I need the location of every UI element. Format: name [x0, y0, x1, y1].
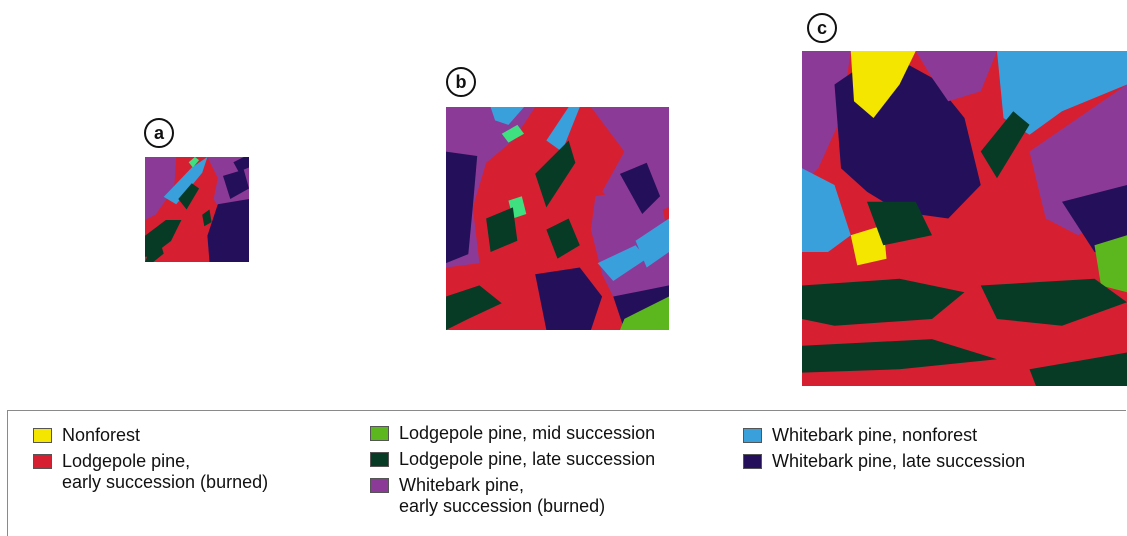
legend-swatch-whitebark-nonforest: [743, 428, 762, 443]
legend-label-lodgepole-early: Lodgepole pine, early succession (burned…: [62, 451, 269, 492]
panel-c-map: [802, 51, 1127, 386]
legend-label-lodgepole-mid: Lodgepole pine, mid succession: [399, 423, 656, 443]
panel-a-raster: [145, 157, 249, 262]
legend-item-nonforest: Nonforest: [33, 425, 140, 446]
legend-label-whitebark-early: Whitebark pine, early succession (burned…: [399, 475, 606, 516]
panel-b-map: [446, 107, 669, 330]
legend-item-whitebark-early: Whitebark pine, early succession (burned…: [370, 475, 605, 517]
legend: Nonforest Lodgepole pine, early successi…: [7, 410, 1126, 536]
panel-c-raster: [802, 51, 1127, 386]
legend-swatch-nonforest: [33, 428, 52, 443]
legend-item-whitebark-nonforest: Whitebark pine, nonforest: [743, 425, 977, 446]
panel-a-label: a: [144, 118, 174, 148]
panel-a-map: [145, 157, 249, 262]
legend-swatch-whitebark-late: [743, 454, 762, 469]
legend-label-whitebark-nonforest: Whitebark pine, nonforest: [772, 425, 978, 445]
legend-item-lodgepole-early: Lodgepole pine, early succession (burned…: [33, 451, 268, 493]
legend-swatch-lodgepole-late: [370, 452, 389, 467]
legend-swatch-lodgepole-early: [33, 454, 52, 469]
panel-c-label: c: [807, 13, 837, 43]
legend-label-lodgepole-late: Lodgepole pine, late succession: [399, 449, 656, 469]
panel-b-raster: [446, 107, 669, 330]
legend-item-whitebark-late: Whitebark pine, late succession: [743, 451, 1025, 472]
legend-swatch-whitebark-early: [370, 478, 389, 493]
panel-b-label: b: [446, 67, 476, 97]
legend-swatch-lodgepole-mid: [370, 426, 389, 441]
legend-label-nonforest: Nonforest: [62, 425, 141, 445]
legend-item-lodgepole-mid: Lodgepole pine, mid succession: [370, 423, 655, 444]
legend-label-whitebark-late: Whitebark pine, late succession: [772, 451, 1026, 471]
legend-item-lodgepole-late: Lodgepole pine, late succession: [370, 449, 655, 470]
